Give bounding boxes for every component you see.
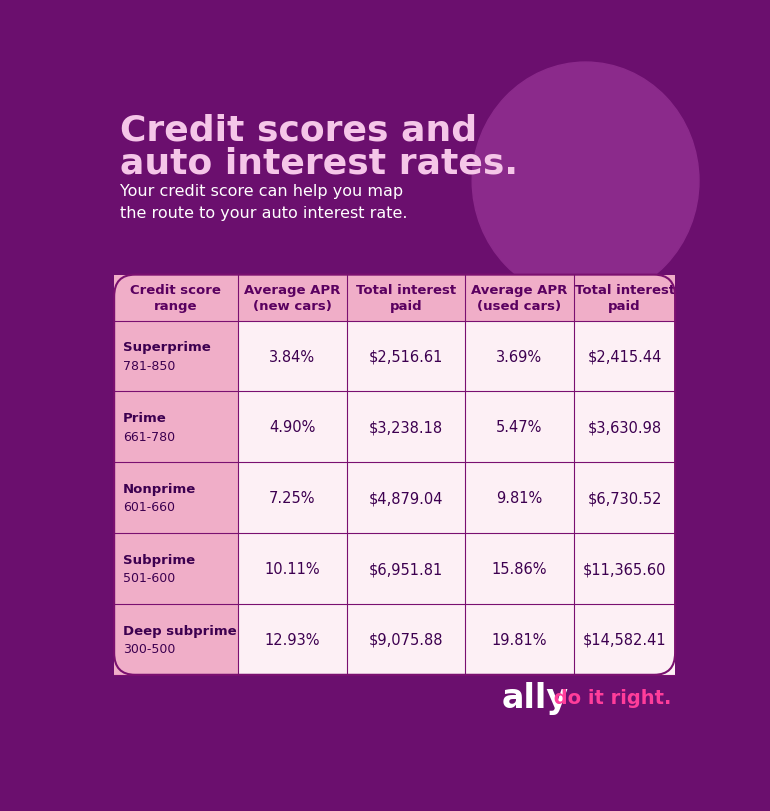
- FancyBboxPatch shape: [238, 321, 347, 392]
- FancyBboxPatch shape: [238, 392, 347, 463]
- Text: Total interest
paid: Total interest paid: [574, 284, 675, 313]
- FancyBboxPatch shape: [114, 463, 238, 534]
- FancyBboxPatch shape: [465, 275, 574, 321]
- Text: Credit score
range: Credit score range: [130, 284, 221, 313]
- FancyBboxPatch shape: [347, 392, 465, 463]
- FancyBboxPatch shape: [465, 604, 574, 675]
- Text: Average APR
(new cars): Average APR (new cars): [244, 284, 340, 313]
- FancyBboxPatch shape: [114, 275, 675, 675]
- FancyBboxPatch shape: [465, 392, 574, 463]
- FancyBboxPatch shape: [574, 604, 675, 675]
- FancyBboxPatch shape: [238, 275, 347, 321]
- Text: $9,075.88: $9,075.88: [369, 632, 443, 647]
- Text: 501-600: 501-600: [123, 572, 176, 585]
- FancyBboxPatch shape: [347, 604, 465, 675]
- Text: 4.90%: 4.90%: [269, 420, 316, 435]
- FancyBboxPatch shape: [114, 534, 238, 604]
- Text: ally: ally: [502, 681, 569, 714]
- Text: $2,516.61: $2,516.61: [369, 349, 443, 364]
- FancyBboxPatch shape: [238, 463, 347, 534]
- Text: auto interest rates.: auto interest rates.: [120, 146, 518, 180]
- Text: 661-780: 661-780: [123, 430, 176, 443]
- Text: do it right.: do it right.: [547, 689, 671, 707]
- Text: $4,879.04: $4,879.04: [369, 491, 443, 505]
- FancyBboxPatch shape: [347, 275, 465, 321]
- Text: Nonprime: Nonprime: [123, 483, 196, 496]
- Text: $3,630.98: $3,630.98: [588, 420, 661, 435]
- FancyBboxPatch shape: [574, 275, 675, 321]
- Text: Average APR
(used cars): Average APR (used cars): [471, 284, 567, 313]
- FancyBboxPatch shape: [114, 604, 238, 675]
- FancyBboxPatch shape: [574, 534, 675, 604]
- Text: $2,415.44: $2,415.44: [588, 349, 661, 364]
- Text: 19.81%: 19.81%: [492, 632, 547, 647]
- Text: 3.69%: 3.69%: [497, 349, 543, 364]
- FancyBboxPatch shape: [465, 463, 574, 534]
- Text: 12.93%: 12.93%: [265, 632, 320, 647]
- FancyBboxPatch shape: [347, 321, 465, 392]
- Text: 7.25%: 7.25%: [269, 491, 316, 505]
- Text: 3.84%: 3.84%: [270, 349, 316, 364]
- Text: 15.86%: 15.86%: [492, 561, 547, 577]
- Text: 5.47%: 5.47%: [496, 420, 543, 435]
- FancyBboxPatch shape: [574, 321, 675, 392]
- Text: 9.81%: 9.81%: [497, 491, 543, 505]
- FancyBboxPatch shape: [574, 463, 675, 534]
- Text: $14,582.41: $14,582.41: [583, 632, 666, 647]
- FancyBboxPatch shape: [465, 321, 574, 392]
- Text: 601-660: 601-660: [123, 501, 175, 514]
- Text: 781-850: 781-850: [123, 359, 176, 372]
- FancyBboxPatch shape: [574, 392, 675, 463]
- Text: 10.11%: 10.11%: [264, 561, 320, 577]
- Text: 300-500: 300-500: [123, 642, 176, 655]
- Text: Subprime: Subprime: [123, 553, 196, 566]
- Text: Deep subprime: Deep subprime: [123, 624, 236, 637]
- FancyBboxPatch shape: [238, 604, 347, 675]
- Text: Your credit score can help you map
the route to your auto interest rate.: Your credit score can help you map the r…: [120, 183, 407, 221]
- FancyBboxPatch shape: [114, 392, 238, 463]
- Text: $11,365.60: $11,365.60: [583, 561, 666, 577]
- Text: Prime: Prime: [123, 412, 167, 425]
- FancyBboxPatch shape: [114, 321, 238, 392]
- Text: Credit scores and: Credit scores and: [120, 113, 477, 147]
- FancyBboxPatch shape: [114, 275, 238, 321]
- Text: Total interest
paid: Total interest paid: [356, 284, 456, 313]
- FancyBboxPatch shape: [347, 463, 465, 534]
- Text: $6,951.81: $6,951.81: [369, 561, 443, 577]
- Text: $6,730.52: $6,730.52: [588, 491, 662, 505]
- Text: $3,238.18: $3,238.18: [369, 420, 443, 435]
- FancyBboxPatch shape: [238, 534, 347, 604]
- Circle shape: [472, 63, 699, 300]
- Text: Superprime: Superprime: [123, 341, 211, 354]
- FancyBboxPatch shape: [347, 534, 465, 604]
- FancyBboxPatch shape: [465, 534, 574, 604]
